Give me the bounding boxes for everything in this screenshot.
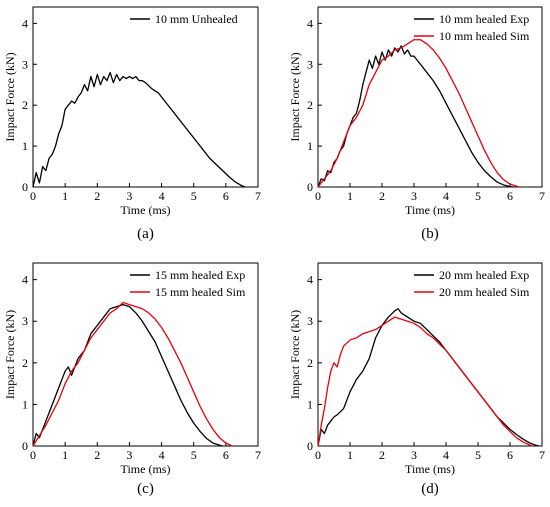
- y-tick-label: 0: [22, 439, 28, 453]
- x-tick-label: 2: [379, 448, 385, 462]
- series-line-1: [317, 308, 539, 447]
- series-line-2: [317, 316, 533, 447]
- legend-entry: 20 mm healed Exp: [439, 268, 529, 282]
- x-tick-label: 5: [475, 448, 481, 462]
- legend-entry: 10 mm healed Sim: [439, 29, 530, 43]
- y-tick-label: 2: [307, 98, 313, 112]
- y-tick-label: 4: [22, 16, 28, 30]
- y-tick-label: 2: [307, 356, 313, 370]
- y-tick-label: 2: [22, 98, 28, 112]
- panel-label: (c): [137, 481, 154, 497]
- x-tick-label: 0: [315, 448, 321, 462]
- x-tick-label: 2: [379, 189, 385, 203]
- x-tick-label: 2: [94, 189, 100, 203]
- x-tick-label: 6: [223, 448, 229, 462]
- y-tick-label: 3: [22, 57, 28, 71]
- x-tick-label: 7: [255, 189, 261, 203]
- y-tick-label: 4: [307, 273, 313, 287]
- series-line-1: [317, 45, 514, 188]
- series-line-2: [317, 39, 520, 188]
- x-tick-label: 0: [30, 189, 36, 203]
- panel-label: (d): [421, 481, 439, 497]
- x-tick-label: 6: [507, 448, 513, 462]
- y-tick-label: 1: [22, 397, 28, 411]
- x-tick-label: 4: [443, 448, 449, 462]
- x-tick-label: 5: [191, 448, 197, 462]
- y-tick-label: 0: [307, 439, 313, 453]
- y-tick-label: 0: [22, 180, 28, 194]
- legend-entry: 15 mm healed Exp: [155, 268, 245, 282]
- x-tick-label: 1: [347, 448, 353, 462]
- x-tick-label: 2: [94, 448, 100, 462]
- legend-entry: 15 mm healed Sim: [155, 285, 246, 299]
- x-tick-label: 1: [62, 448, 68, 462]
- x-tick-label: 0: [30, 448, 36, 462]
- y-tick-label: 1: [22, 139, 28, 153]
- y-axis-label: Impact Force (kN): [288, 310, 302, 399]
- series-line-2: [32, 301, 233, 447]
- x-tick-label: 3: [411, 189, 417, 203]
- series-line-1: [32, 303, 223, 447]
- legend-entry: 10 mm Unhealed: [155, 12, 238, 26]
- x-tick-label: 4: [159, 448, 165, 462]
- x-tick-label: 4: [443, 189, 449, 203]
- y-tick-label: 0: [307, 180, 313, 194]
- legend-entry: 10 mm healed Exp: [439, 12, 529, 26]
- y-axis-label: Impact Force (kN): [3, 52, 17, 141]
- x-tick-label: 3: [126, 189, 132, 203]
- y-tick-label: 4: [22, 273, 28, 287]
- y-tick-label: 3: [307, 314, 313, 328]
- y-axis-label: Impact Force (kN): [3, 310, 17, 399]
- y-tick-label: 1: [307, 397, 313, 411]
- x-axis-label: Time (ms): [405, 203, 455, 217]
- x-tick-label: 4: [159, 189, 165, 203]
- x-tick-label: 6: [223, 189, 229, 203]
- plot-frame: [32, 262, 259, 447]
- plot-frame: [317, 6, 543, 188]
- x-tick-label: 7: [539, 448, 545, 462]
- x-tick-label: 1: [347, 189, 353, 203]
- x-tick-label: 1: [62, 189, 68, 203]
- y-tick-label: 2: [22, 356, 28, 370]
- x-tick-label: 6: [507, 189, 513, 203]
- legend-entry: 20 mm healed Sim: [439, 285, 530, 299]
- y-tick-label: 3: [22, 314, 28, 328]
- x-axis-label: Time (ms): [121, 203, 171, 217]
- x-axis-label: Time (ms): [405, 462, 455, 476]
- panel-label: (b): [421, 226, 439, 242]
- y-axis-label: Impact Force (kN): [288, 52, 302, 141]
- plot-frame: [317, 262, 543, 447]
- x-tick-label: 5: [191, 189, 197, 203]
- x-tick-label: 3: [126, 448, 132, 462]
- x-axis-label: Time (ms): [121, 462, 171, 476]
- series-line-1: [32, 71, 246, 188]
- x-tick-label: 7: [255, 448, 261, 462]
- y-tick-label: 4: [307, 16, 313, 30]
- x-tick-label: 5: [475, 189, 481, 203]
- plot-frame: [32, 6, 259, 188]
- x-tick-label: 7: [539, 189, 545, 203]
- x-tick-label: 3: [411, 448, 417, 462]
- y-tick-label: 1: [307, 139, 313, 153]
- panel-label: (a): [137, 226, 154, 242]
- y-tick-label: 3: [307, 57, 313, 71]
- x-tick-label: 0: [315, 189, 321, 203]
